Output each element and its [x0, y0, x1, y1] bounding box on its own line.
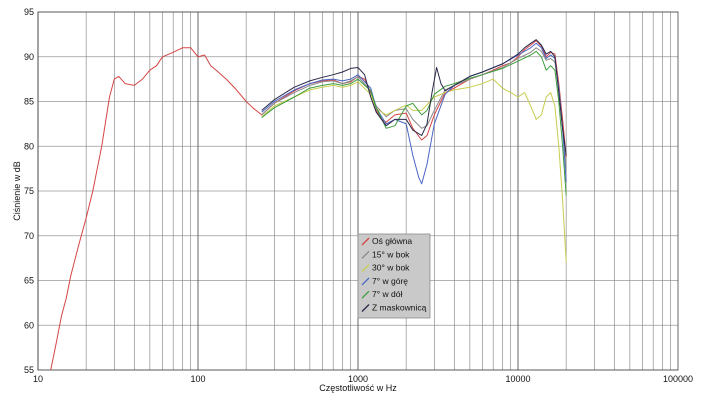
- legend-swatch: [361, 277, 370, 286]
- y-tick-label: 65: [24, 276, 34, 286]
- x-tick-label: 1000: [348, 374, 368, 384]
- y-tick-label: 55: [24, 365, 34, 375]
- x-tick-label: 10: [33, 374, 43, 384]
- legend: Oś główna 15° w bok 30° w bok 7° w górę 7° w…: [357, 233, 431, 319]
- y-axis-label: Ciśnienie w dB: [12, 161, 22, 221]
- y-tick-label: 95: [24, 7, 34, 17]
- legend-box: [357, 233, 431, 319]
- legend-label: 7° w dół: [372, 289, 402, 299]
- legend-label: 30° w bok: [372, 263, 410, 273]
- legend-swatch: [361, 264, 370, 273]
- series-lines: [50, 39, 567, 371]
- x-tick-label: 100000: [663, 374, 693, 384]
- legend-label: Z maskownicą: [372, 303, 427, 313]
- series-line: [261, 42, 567, 185]
- legend-label: Oś główna: [372, 236, 412, 246]
- x-tick-label: 100: [190, 374, 205, 384]
- legend-swatch: [361, 304, 370, 312]
- plot-frame: [37, 11, 679, 371]
- series-line: [261, 50, 567, 196]
- series-line: [261, 78, 567, 263]
- legend-swatch: [361, 250, 370, 259]
- x-tick-labels: 10 100 1000 10000 100000: [33, 374, 693, 384]
- legend-swatch: [361, 290, 370, 299]
- y-tick-label: 75: [24, 186, 34, 196]
- y-tick-label: 85: [24, 97, 34, 107]
- legend-label: 7° w górę: [372, 276, 408, 286]
- y-tick-label: 90: [24, 52, 34, 62]
- legend-swatch: [361, 237, 370, 246]
- y-tick-labels: 55 60 65 70 75 80 85 90 95: [24, 7, 34, 375]
- series-line: [261, 47, 567, 169]
- series-line: [261, 39, 567, 156]
- x-axis-label: Częstotliwość w Hz: [319, 383, 397, 393]
- y-tick-label: 60: [24, 320, 34, 330]
- x-tick-label: 10000: [505, 374, 530, 384]
- y-tick-label: 80: [24, 141, 34, 151]
- y-tick-label: 70: [24, 231, 34, 241]
- legend-label: 15° w bok: [372, 249, 410, 259]
